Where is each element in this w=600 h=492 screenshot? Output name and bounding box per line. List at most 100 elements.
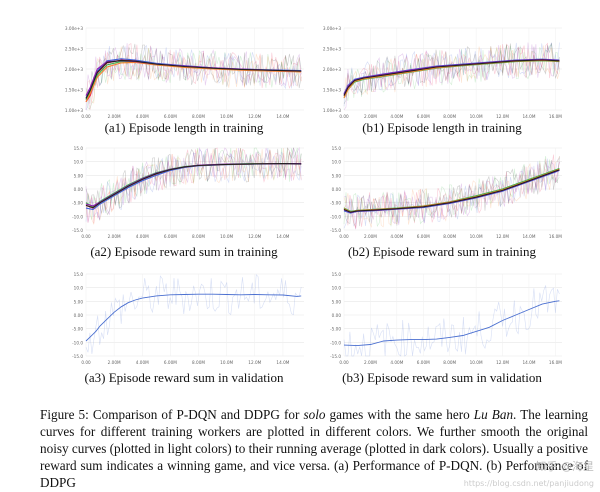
x-tick-label: 6.00M xyxy=(164,360,177,365)
noisy-curve xyxy=(343,156,560,228)
series-line xyxy=(85,61,302,103)
x-tick-label: 8.00M xyxy=(443,360,456,365)
y-tick-label: 1.50e+3 xyxy=(323,88,341,93)
x-tick-label: 4.00M xyxy=(390,234,403,239)
chart-a2: -15.0 -10.0 -5.00 0.00 5.00 10.0 15.0 0.00 2.00M… xyxy=(58,144,308,244)
x-tick-label: 0.00 xyxy=(339,114,349,119)
noisy-curve xyxy=(85,147,302,225)
chart-b1-svg: 1.00e+3 1.50e+3 2.00e+3 2.50e+3 3.00e+3 0.00 2… xyxy=(323,26,562,119)
x-tick-label: 14.0M xyxy=(523,360,536,365)
x-tick-label: 14.0M xyxy=(523,234,536,239)
x-tick-label: 10.0M xyxy=(220,234,233,239)
y-tick-label: -5.00 xyxy=(72,201,83,206)
x-tick-label: 2.00M xyxy=(364,114,377,119)
x-tick-label: 0.00 xyxy=(81,114,91,119)
y-tick-label: 0.00 xyxy=(332,313,342,318)
x-tick-label: 4.00M xyxy=(136,234,149,239)
y-tick-label: 15.0 xyxy=(74,272,84,277)
y-tick-label: 3.00e+3 xyxy=(323,26,341,31)
x-tick-label: 4.00M xyxy=(136,360,149,365)
x-tick-label: 8.00M xyxy=(192,360,205,365)
y-tick-label: 0.00 xyxy=(74,313,84,318)
x-tick-label: 12.0M xyxy=(496,234,509,239)
caption-b1: (b1) Episode length in training xyxy=(362,120,522,135)
noisy-curve xyxy=(343,157,560,229)
caption-a3: (a3) Episode reward sum in validation xyxy=(84,370,284,385)
chart-b2: -15.0 -10.0 -5.00 0.00 5.00 10.0 15.0 0.00 2.00M… xyxy=(316,144,566,244)
chart-b3: -15.0 -10.0 -5.00 0.00 5.00 10.0 15.0 0.00 2.00M… xyxy=(316,270,566,370)
watermark-text: 知乎 @海星 xyxy=(535,460,595,473)
noisy-curve xyxy=(85,274,302,354)
x-tick-label: 14.0M xyxy=(276,114,289,119)
noisy-curve xyxy=(85,147,302,222)
y-tick-label: 1.50e+3 xyxy=(65,88,83,93)
figure-caption-em1: solo xyxy=(303,407,326,422)
x-tick-label: 4.00M xyxy=(390,114,403,119)
y-tick-label: 2.00e+3 xyxy=(323,67,341,72)
noisy-curve xyxy=(343,42,560,111)
series-line xyxy=(85,59,302,99)
caption-b2: (b2) Episode reward sum in training xyxy=(347,244,537,259)
y-tick-label: 5.00 xyxy=(74,173,84,178)
chart-a2-svg: -15.0 -10.0 -5.00 0.00 5.00 10.0 15.0 0.00 2.00M… xyxy=(72,146,304,239)
noisy-curve xyxy=(343,45,560,99)
figure-caption-em2: Lu Ban xyxy=(473,407,514,422)
x-tick-label: 0.00 xyxy=(81,234,91,239)
noisy-curve xyxy=(85,46,302,104)
y-tick-label: -5.00 xyxy=(330,201,341,206)
x-tick-label: 8.00M xyxy=(192,234,205,239)
y-tick-label: 10.0 xyxy=(74,286,84,291)
y-tick-label: 5.00 xyxy=(332,173,342,178)
x-tick-label: 6.00M xyxy=(417,360,430,365)
x-tick-label: 14.0M xyxy=(276,360,289,365)
y-tick-label: -15.0 xyxy=(72,228,83,233)
y-tick-label: 1.00e+3 xyxy=(65,108,83,113)
noisy-curve xyxy=(85,43,302,111)
series-line xyxy=(343,300,560,347)
noisy-curve xyxy=(343,161,560,230)
x-tick-label: 10.0M xyxy=(470,360,483,365)
chart-b3-svg: -15.0 -10.0 -5.00 0.00 5.00 10.0 15.0 0.00 2.00M… xyxy=(330,272,562,365)
y-tick-label: -10.0 xyxy=(330,340,341,345)
x-tick-label: 2.00M xyxy=(108,360,121,365)
series-line xyxy=(85,293,302,342)
y-tick-label: 15.0 xyxy=(332,146,342,151)
x-tick-label: 0.00 xyxy=(81,360,91,365)
chart-b1: 1.00e+3 1.50e+3 2.00e+3 2.50e+3 3.00e+3 0.00 2… xyxy=(316,24,566,124)
x-tick-label: 16.0M xyxy=(549,114,562,119)
noisy-curve xyxy=(343,44,560,101)
y-tick-label: 10.0 xyxy=(74,160,84,165)
caption-a1: (a1) Episode length in training xyxy=(104,120,264,135)
x-tick-label: 8.00M xyxy=(192,114,205,119)
noisy-curve xyxy=(85,147,302,224)
x-tick-label: 2.00M xyxy=(108,114,121,119)
y-tick-label: 10.0 xyxy=(332,160,342,165)
chart-b2-svg: -15.0 -10.0 -5.00 0.00 5.00 10.0 15.0 0.00 2.00M… xyxy=(330,146,562,239)
y-tick-label: -15.0 xyxy=(72,354,83,359)
x-tick-label: 10.0M xyxy=(220,114,233,119)
noisy-curve xyxy=(343,42,560,98)
y-tick-label: 2.00e+3 xyxy=(65,67,83,72)
y-tick-label: 0.00 xyxy=(74,187,84,192)
figure-caption-part2: games with the same hero xyxy=(325,407,474,422)
y-tick-label: 3.00e+3 xyxy=(65,26,83,31)
y-tick-label: -5.00 xyxy=(72,327,83,332)
noisy-curve xyxy=(343,156,560,228)
watermark-url: https://blog.csdn.net/panjiudong xyxy=(463,479,594,488)
x-tick-label: 10.0M xyxy=(470,114,483,119)
series-line xyxy=(85,163,302,209)
noisy-curve xyxy=(343,285,560,357)
x-tick-label: 12.0M xyxy=(248,234,261,239)
caption-b3: (b3) Episode reward sum in validation xyxy=(342,370,542,385)
figure-caption: Figure 5: Comparison of P-DQN and DDPG f… xyxy=(40,406,588,491)
noisy-curve xyxy=(85,43,302,104)
y-tick-label: -5.00 xyxy=(330,327,341,332)
x-tick-label: 12.0M xyxy=(248,114,261,119)
x-tick-label: 4.00M xyxy=(390,360,403,365)
y-tick-label: 15.0 xyxy=(74,146,84,151)
chart-a1: 1.00e+3 1.50e+3 2.00e+3 2.50e+3 3.00e+3 0.00 2… xyxy=(58,24,308,124)
x-tick-label: 12.0M xyxy=(248,360,261,365)
y-tick-label: 5.00 xyxy=(332,299,342,304)
x-tick-label: 0.00 xyxy=(339,360,349,365)
x-tick-label: 10.0M xyxy=(220,360,233,365)
